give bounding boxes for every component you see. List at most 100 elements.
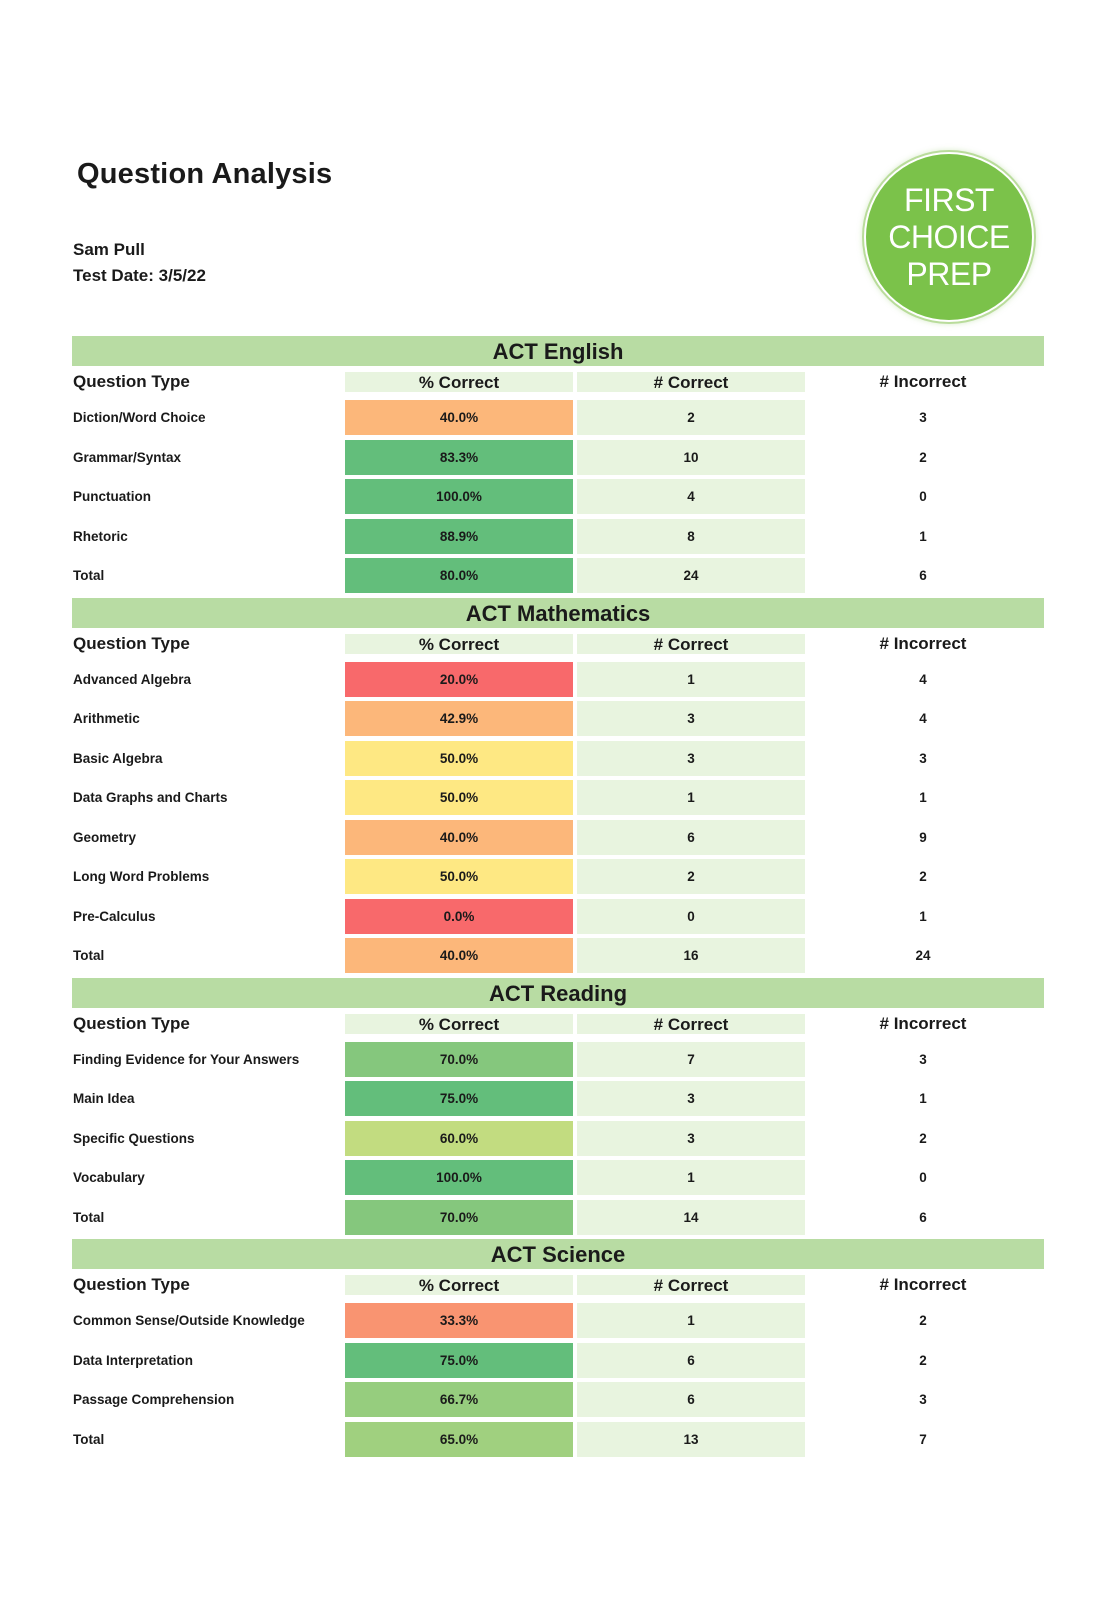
percent-correct-cell: 65.0% bbox=[345, 1421, 573, 1457]
question-type-cell: Punctuation bbox=[73, 489, 151, 504]
question-type-cell: Data Interpretation bbox=[73, 1352, 194, 1368]
section-act-reading: ACT Reading Question Type % Correct # Corre… bbox=[72, 977, 1044, 1240]
number-correct-cell: 10 bbox=[577, 439, 805, 475]
table-row: Rhetoric 88.9% 8 1 bbox=[72, 517, 1044, 557]
logo-line-choice: CHOICE bbox=[888, 218, 1010, 255]
number-incorrect-cell: 6 bbox=[919, 568, 927, 583]
number-correct-cell: 4 bbox=[577, 479, 805, 514]
total-row: Total 80.0% 24 6 bbox=[72, 556, 1044, 596]
table-row: Finding Evidence for Your Answers 70.0% 7 3 bbox=[72, 1040, 1044, 1080]
number-incorrect-cell: 6 bbox=[919, 1209, 927, 1225]
percent-correct-cell: 40.0% bbox=[345, 400, 573, 435]
first-choice-prep-logo: FIRST CHOICE PREP bbox=[866, 154, 1032, 320]
table-row: Basic Algebra 50.0% 3 3 bbox=[72, 739, 1044, 779]
question-type-cell: Pre-Calculus bbox=[73, 908, 156, 924]
percent-correct-cell: 80.0% bbox=[345, 558, 573, 593]
number-correct-cell: 2 bbox=[577, 400, 805, 435]
number-incorrect-cell: 2 bbox=[919, 449, 927, 465]
question-type-cell: Rhetoric bbox=[73, 528, 128, 544]
number-correct-cell: 3 bbox=[577, 1081, 805, 1116]
table-row: Advanced Algebra 20.0% 1 4 bbox=[72, 660, 1044, 700]
number-incorrect-cell: 1 bbox=[919, 908, 927, 924]
number-correct-cell: 3 bbox=[577, 701, 805, 736]
header-number-correct: # Correct bbox=[577, 372, 805, 392]
question-type-cell: Total bbox=[73, 568, 105, 583]
number-correct-cell: 24 bbox=[577, 558, 805, 593]
test-date: Test Date: 3/5/22 bbox=[73, 266, 206, 285]
logo-line-first: FIRST bbox=[904, 181, 994, 218]
number-incorrect-cell: 3 bbox=[919, 1051, 927, 1067]
question-type-cell: Common Sense/Outside Knowledge bbox=[73, 1313, 305, 1328]
percent-correct-cell: 100.0% bbox=[345, 1160, 573, 1195]
number-correct-cell: 6 bbox=[577, 1382, 805, 1417]
number-correct-cell: 6 bbox=[577, 1342, 805, 1378]
number-incorrect-cell: 1 bbox=[919, 1091, 927, 1106]
table-row: Long Word Problems 50.0% 2 2 bbox=[72, 857, 1044, 897]
percent-correct-cell: 70.0% bbox=[345, 1199, 573, 1235]
logo-line-prep: PREP bbox=[906, 255, 992, 292]
question-type-cell: Main Idea bbox=[73, 1091, 135, 1106]
percent-correct-cell: 83.3% bbox=[345, 439, 573, 475]
table-row: Diction/Word Choice 40.0% 2 3 bbox=[72, 398, 1044, 438]
section-act-mathematics: ACT Mathematics Question Type % Correct # C… bbox=[72, 597, 1044, 978]
percent-correct-cell: 60.0% bbox=[345, 1120, 573, 1156]
page-title: Question Analysis bbox=[77, 158, 333, 190]
table-row: Geometry 40.0% 6 9 bbox=[72, 818, 1044, 858]
analysis-sections: ACT English Question Type% Correct # Corre… bbox=[72, 336, 1044, 1461]
number-incorrect-cell: 3 bbox=[919, 1392, 927, 1407]
table-row: Data Graphs and Charts 50.0% 1 1 bbox=[72, 778, 1044, 818]
header-number-incorrect: # Incorrect bbox=[879, 1013, 967, 1033]
percent-correct-cell: 0.0% bbox=[345, 898, 573, 934]
percent-correct-cell: 50.0% bbox=[345, 859, 573, 894]
percent-correct-cell: 100.0% bbox=[345, 479, 573, 514]
header-number-incorrect: # Incorrect bbox=[879, 1275, 967, 1294]
header-number-incorrect: # Incorrect bbox=[879, 633, 967, 653]
table-row: Common Sense/Outside Knowledge 33.3% 1 2 bbox=[72, 1301, 1044, 1341]
header-question-type: Question Type bbox=[73, 1013, 190, 1033]
percent-correct-cell: 70.0% bbox=[345, 1041, 573, 1077]
question-type-cell: Advanced Algebra bbox=[73, 671, 192, 687]
table-row: Punctuation 100.0% 4 0 bbox=[72, 477, 1044, 517]
table-row: Specific Questions 60.0% 3 2 bbox=[72, 1119, 1044, 1159]
table-row: Passage Comprehension 66.7% 6 3 bbox=[72, 1380, 1044, 1420]
header-percent-correct: % Correct bbox=[345, 1013, 573, 1034]
question-type-cell: Finding Evidence for Your Answers bbox=[73, 1051, 300, 1067]
question-type-cell: Grammar/Syntax bbox=[73, 449, 182, 465]
number-incorrect-cell: 0 bbox=[919, 489, 927, 504]
percent-correct-cell: 50.0% bbox=[345, 780, 573, 815]
table-row: Main Idea 75.0% 3 1 bbox=[72, 1079, 1044, 1119]
number-correct-cell: 6 bbox=[577, 819, 805, 855]
number-correct-cell: 0 bbox=[577, 898, 805, 934]
section-title: ACT Science bbox=[72, 1239, 1044, 1269]
number-incorrect-cell: 1 bbox=[919, 528, 927, 544]
number-incorrect-cell: 9 bbox=[919, 829, 927, 845]
question-type-cell: Data Graphs and Charts bbox=[73, 790, 228, 805]
number-correct-cell: 1 bbox=[577, 1303, 805, 1338]
question-type-cell: Arithmetic bbox=[73, 711, 140, 726]
header-number-correct: # Correct bbox=[577, 1275, 805, 1295]
percent-correct-cell: 42.9% bbox=[345, 701, 573, 736]
total-row: Total 65.0% 13 7 bbox=[72, 1420, 1044, 1460]
percent-correct-cell: 88.9% bbox=[345, 518, 573, 554]
column-header-row: Question Type % Correct # Correct # Incorre… bbox=[72, 1008, 1044, 1040]
table-row: Arithmetic 42.9% 3 4 bbox=[72, 699, 1044, 739]
total-row: Total 40.0% 16 24 bbox=[72, 936, 1044, 976]
percent-correct-cell: 50.0% bbox=[345, 740, 573, 776]
question-type-cell: Specific Questions bbox=[73, 1130, 195, 1146]
header-percent-correct: % Correct bbox=[345, 633, 573, 654]
number-correct-cell: 1 bbox=[577, 780, 805, 815]
percent-correct-cell: 66.7% bbox=[345, 1382, 573, 1417]
number-incorrect-cell: 4 bbox=[919, 711, 927, 726]
percent-correct-cell: 33.3% bbox=[345, 1303, 573, 1338]
question-type-cell: Geometry bbox=[73, 829, 137, 845]
header-percent-correct: % Correct bbox=[345, 372, 573, 392]
section-act-english: ACT English Question Type % Correct # Corre… bbox=[72, 336, 1044, 598]
percent-correct-cell: 40.0% bbox=[345, 819, 573, 855]
number-correct-cell: 13 bbox=[577, 1421, 805, 1457]
header-number-correct: # Correct bbox=[577, 1013, 805, 1034]
section-title: ACT Mathematics bbox=[72, 597, 1044, 628]
table-row: Pre-Calculus 0.0% 0 1 bbox=[72, 897, 1044, 937]
question-type-cell: Diction/Word Choice bbox=[73, 410, 206, 425]
question-type-cell: Passage Comprehension bbox=[73, 1392, 235, 1407]
header-question-type: Question Type bbox=[73, 1275, 190, 1294]
